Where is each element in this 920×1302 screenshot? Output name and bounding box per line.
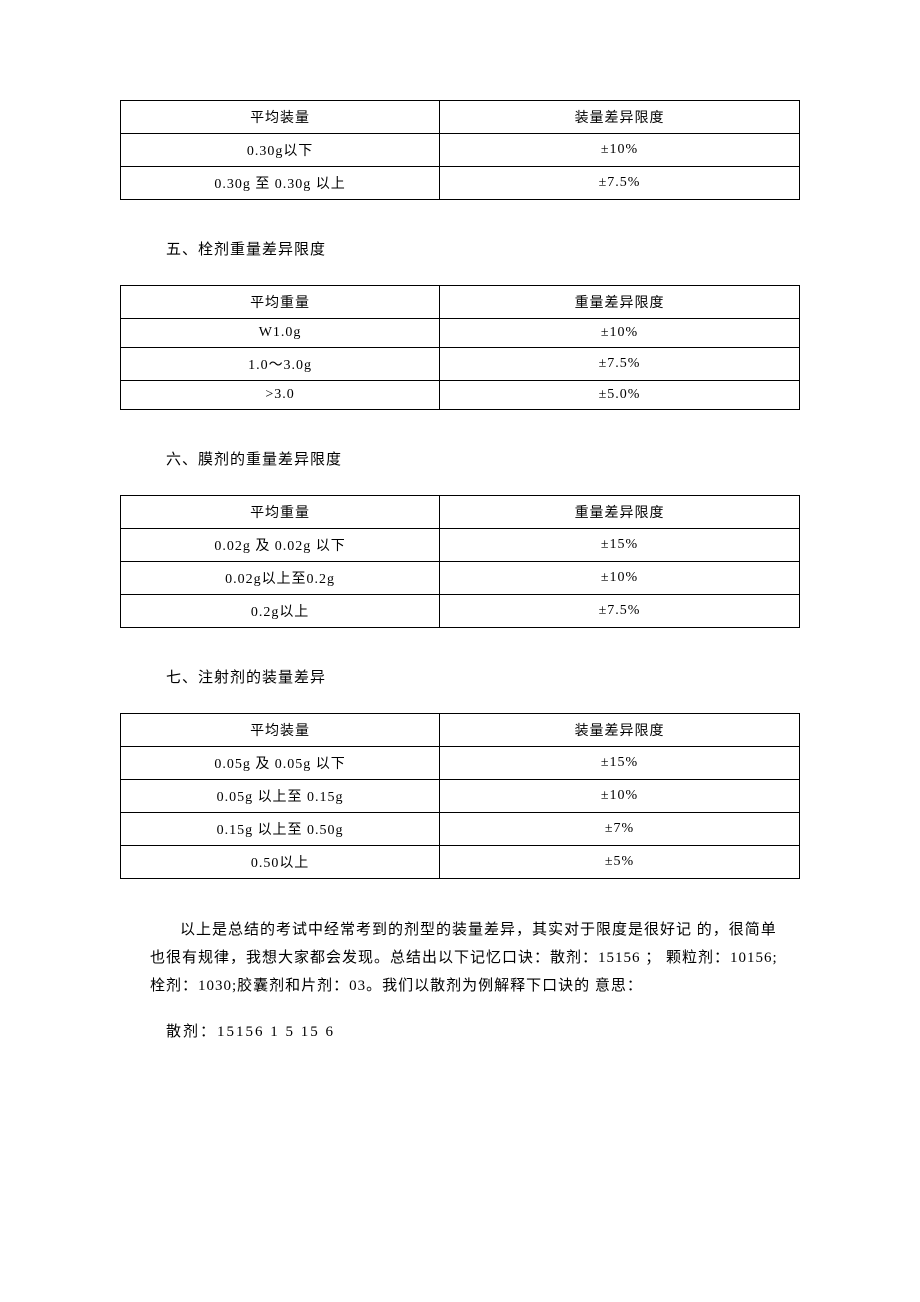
table-capsule-fill: 平均装量 装量差异限度 0.30g以下 ±10% 0.30g 至 0.30g 以…	[120, 100, 800, 200]
table-cell: ±10%	[440, 134, 800, 167]
table-header-cell: 平均装量	[121, 714, 440, 747]
table-cell: ±10%	[440, 319, 800, 348]
section-title-7: 七、注射剂的装量差异	[166, 666, 800, 687]
table-row: 0.2g以上 ±7.5%	[121, 595, 800, 628]
summary-paragraph: 以上是总结的考试中经常考到的剂型的装量差异，其实对于限度是很好记 的，很简单也很…	[150, 917, 792, 1000]
table-cell: 0.02g以上至0.2g	[121, 562, 440, 595]
table-row: 0.30g 至 0.30g 以上 ±7.5%	[121, 167, 800, 200]
table-row: 平均装量 装量差异限度	[121, 101, 800, 134]
mnemonic-line: 散剂：15156 1 5 15 6	[166, 1020, 800, 1041]
table-row: 0.05g 及 0.05g 以下 ±15%	[121, 747, 800, 780]
table-row: 0.15g 以上至 0.50g ±7%	[121, 813, 800, 846]
section-title-6: 六、膜剂的重量差异限度	[166, 448, 800, 469]
table-row: 0.50以上 ±5%	[121, 846, 800, 879]
table-cell: 0.50以上	[121, 846, 440, 879]
table-cell: ±5%	[440, 846, 800, 879]
table-cell: >3.0	[121, 381, 440, 410]
table-cell: 0.30g以下	[121, 134, 440, 167]
table-cell: 0.30g 至 0.30g 以上	[121, 167, 440, 200]
table-cell: ±7.5%	[440, 348, 800, 381]
table-cell: 0.15g 以上至 0.50g	[121, 813, 440, 846]
table-cell: W1.0g	[121, 319, 440, 348]
table-suppository-weight: 平均重量 重量差异限度 W1.0g ±10% 1.0～3.0g ±7.5% >3…	[120, 285, 800, 410]
table-row: 0.05g 以上至 0.15g ±10%	[121, 780, 800, 813]
table-cell: ±15%	[440, 529, 800, 562]
table-cell: ±7.5%	[440, 595, 800, 628]
table-cell: ±5.0%	[440, 381, 800, 410]
table-header-cell: 装量差异限度	[440, 714, 800, 747]
table-row: >3.0 ±5.0%	[121, 381, 800, 410]
table-cell: ±10%	[440, 780, 800, 813]
table-row: 0.30g以下 ±10%	[121, 134, 800, 167]
table-cell: 0.05g 及 0.05g 以下	[121, 747, 440, 780]
table-cell: ±15%	[440, 747, 800, 780]
table-row: 平均重量 重量差异限度	[121, 496, 800, 529]
table-cell: 0.02g 及 0.02g 以下	[121, 529, 440, 562]
table-row: 0.02g 及 0.02g 以下 ±15%	[121, 529, 800, 562]
table-cell: 0.2g以上	[121, 595, 440, 628]
table-row: 平均重量 重量差异限度	[121, 286, 800, 319]
table-cell: 1.0～3.0g	[121, 348, 440, 381]
table-header-cell: 平均重量	[121, 286, 440, 319]
table-header-cell: 平均装量	[121, 101, 440, 134]
table-injection-fill: 平均装量 装量差异限度 0.05g 及 0.05g 以下 ±15% 0.05g …	[120, 713, 800, 879]
table-header-cell: 重量差异限度	[440, 496, 800, 529]
table-header-cell: 平均重量	[121, 496, 440, 529]
table-row: W1.0g ±10%	[121, 319, 800, 348]
section-title-5: 五、栓剂重量差异限度	[166, 238, 800, 259]
table-row: 1.0～3.0g ±7.5%	[121, 348, 800, 381]
table-film-weight: 平均重量 重量差异限度 0.02g 及 0.02g 以下 ±15% 0.02g以…	[120, 495, 800, 628]
table-cell: ±10%	[440, 562, 800, 595]
table-cell: 0.05g 以上至 0.15g	[121, 780, 440, 813]
table-header-cell: 装量差异限度	[440, 101, 800, 134]
table-cell: ±7%	[440, 813, 800, 846]
table-row: 0.02g以上至0.2g ±10%	[121, 562, 800, 595]
table-row: 平均装量 装量差异限度	[121, 714, 800, 747]
table-header-cell: 重量差异限度	[440, 286, 800, 319]
table-cell: ±7.5%	[440, 167, 800, 200]
